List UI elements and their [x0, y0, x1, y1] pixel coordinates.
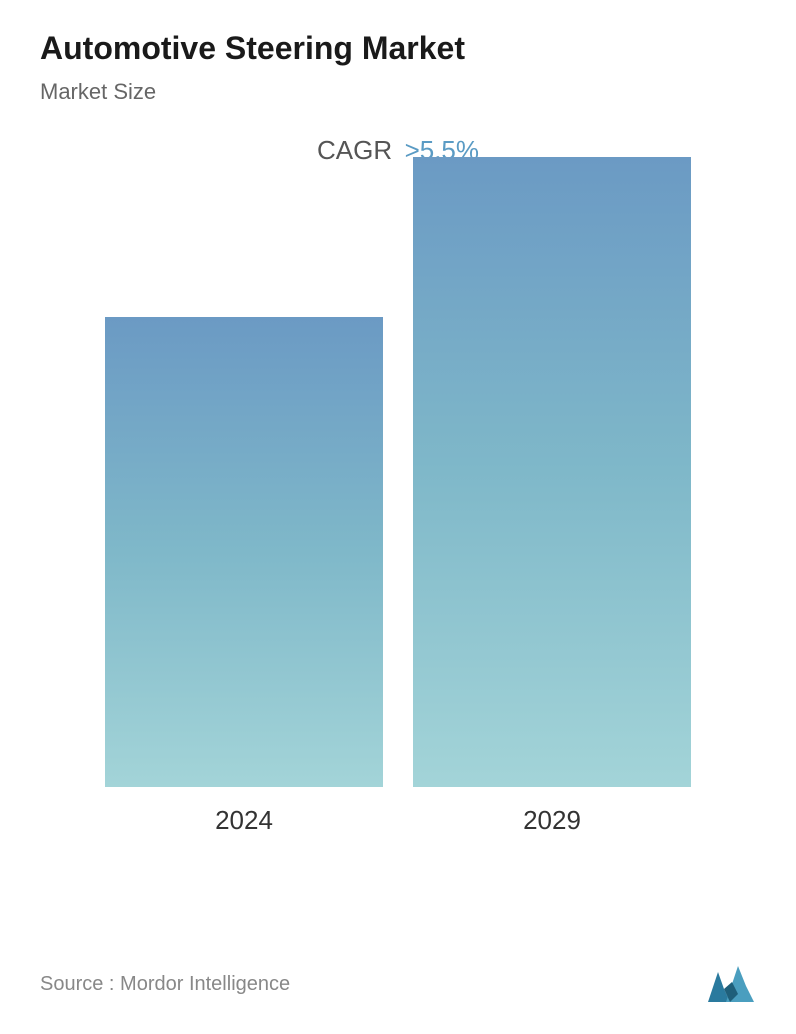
- chart-area: 2024 2029: [60, 206, 736, 886]
- bar-2029: [413, 157, 690, 787]
- bar-group-2024: 2024: [105, 317, 382, 836]
- bar-label-2029: 2029: [523, 805, 581, 836]
- bar-group-2029: 2029: [413, 157, 690, 836]
- bar-2024: [105, 317, 382, 787]
- bar-label-2024: 2024: [215, 805, 273, 836]
- footer: Source : Mordor Intelligence: [40, 964, 756, 1004]
- source-label: Source : Mordor Intelligence: [40, 973, 290, 996]
- chart-container: Automotive Steering Market Market Size C…: [0, 0, 796, 1034]
- logo-icon: [706, 964, 756, 1004]
- page-title: Automotive Steering Market: [40, 30, 756, 67]
- page-subtitle: Market Size: [40, 79, 756, 105]
- cagr-label: CAGR: [317, 135, 392, 165]
- bars-container: 2024 2029: [60, 206, 736, 836]
